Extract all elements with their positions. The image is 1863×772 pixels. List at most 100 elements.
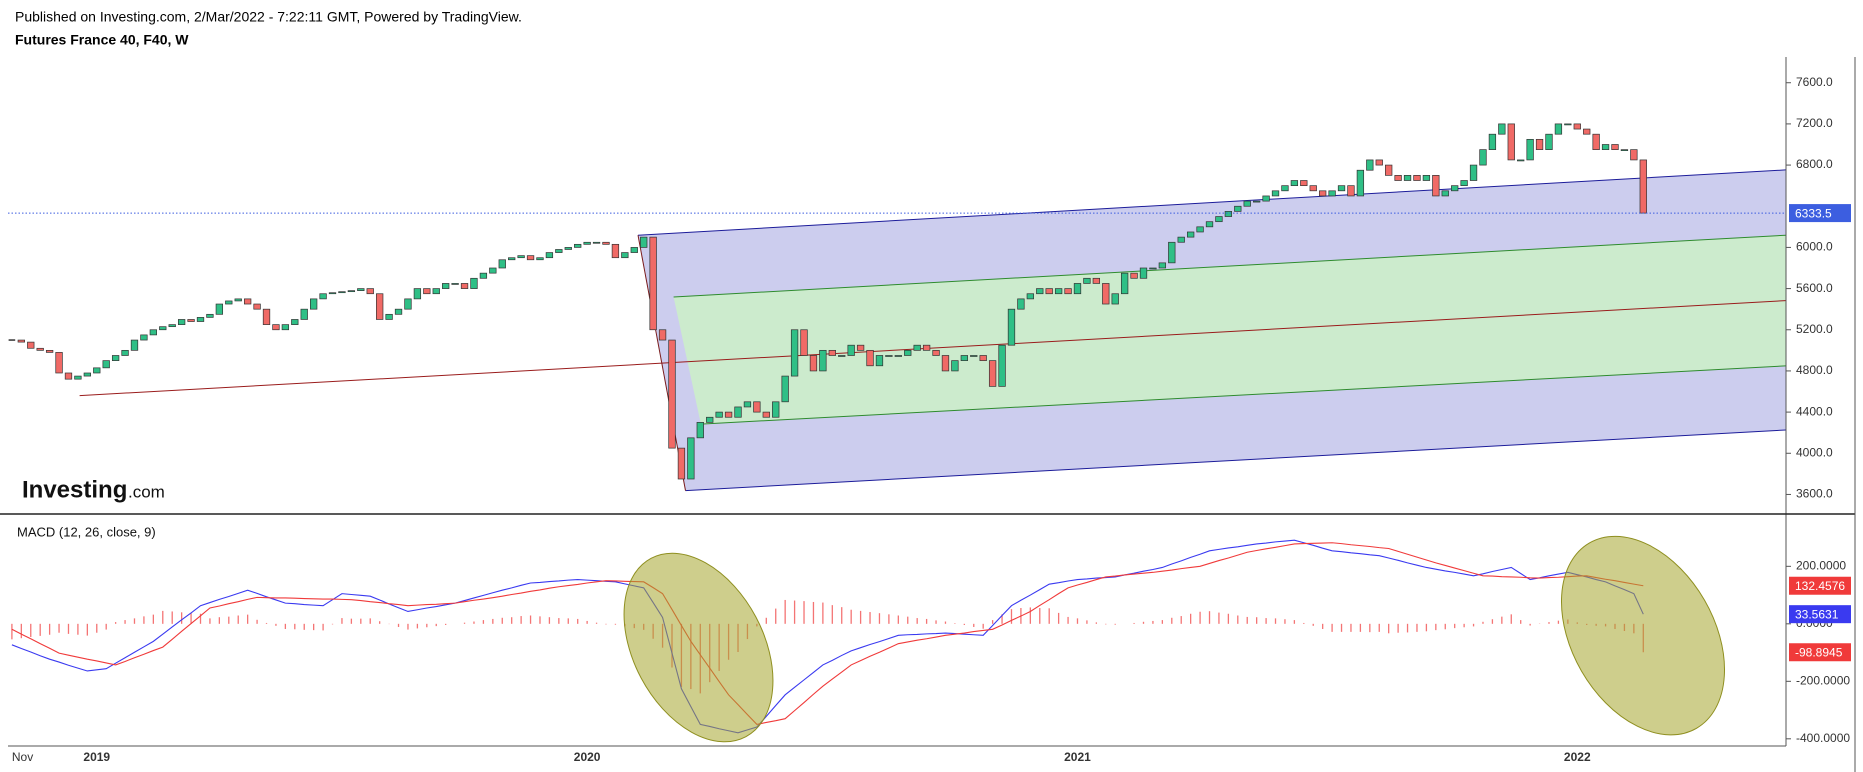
candle (319, 293, 327, 300)
candle (1158, 262, 1167, 269)
pitchfork-lower-line (685, 429, 1786, 492)
candle (149, 329, 158, 336)
candle (1460, 180, 1468, 187)
candle (1347, 185, 1355, 197)
candle (1017, 298, 1025, 310)
candle (1205, 221, 1214, 228)
candle (1592, 133, 1600, 150)
candle (394, 308, 403, 315)
candle (1243, 200, 1251, 207)
candle (187, 319, 195, 322)
highlight-ellipse (1560, 535, 1726, 736)
candle (1545, 133, 1553, 150)
candle (1262, 195, 1270, 202)
candle (338, 291, 346, 294)
candle (1007, 308, 1016, 346)
candle (1403, 175, 1412, 181)
candle (1319, 190, 1327, 197)
y-tick-label: 5200.0 (1796, 322, 1833, 336)
y-tick-label: 4000.0 (1796, 445, 1833, 459)
candle (1479, 149, 1487, 166)
candle (753, 401, 761, 413)
candle (404, 298, 412, 310)
candle (1271, 190, 1280, 197)
candle (196, 317, 205, 322)
candle (470, 277, 478, 289)
candle (819, 349, 827, 372)
candle (130, 339, 139, 351)
histogram-value-label: -98.8945 (1795, 645, 1843, 659)
candle (215, 303, 224, 315)
candle (121, 349, 129, 356)
candle (1526, 138, 1534, 161)
candle (809, 355, 818, 372)
candle (1554, 123, 1563, 135)
candle (715, 411, 723, 418)
x-tick-label: Nov (12, 750, 33, 764)
candle (781, 375, 789, 403)
candle (74, 375, 82, 380)
candle (838, 355, 846, 357)
candle (913, 344, 921, 351)
candle (1337, 185, 1346, 192)
y-tick-label: -200.0000 (1796, 673, 1850, 687)
candle (687, 437, 695, 480)
candle (36, 347, 44, 351)
candle (1432, 175, 1440, 197)
candle (413, 288, 422, 300)
pitchfork-inner-lower (700, 365, 1786, 425)
candle (706, 416, 714, 423)
last-price-label-box (1789, 204, 1851, 223)
candle (479, 272, 488, 279)
candle (790, 329, 799, 377)
candle (168, 324, 176, 328)
candle (1054, 288, 1063, 295)
candle (517, 255, 525, 259)
candle (225, 300, 233, 305)
candle (640, 236, 648, 248)
candle (762, 411, 770, 418)
candle (856, 344, 865, 351)
candle (1422, 175, 1431, 181)
y-tick-label: 7600.0 (1796, 75, 1833, 89)
candle (291, 319, 299, 325)
candle (385, 313, 393, 320)
candle (1102, 283, 1110, 305)
candle (1224, 211, 1233, 217)
candle (988, 360, 997, 387)
candle (253, 303, 261, 310)
candle (102, 360, 110, 369)
x-tick-label: 2022 (1564, 750, 1591, 764)
candle (177, 319, 186, 325)
candle (1498, 123, 1506, 135)
candle (894, 355, 902, 357)
candle (1309, 185, 1317, 192)
pitchfork (79, 169, 1786, 492)
candle (1573, 123, 1581, 130)
candle (1177, 236, 1185, 243)
candle (300, 308, 308, 320)
candle (1234, 205, 1242, 212)
candle (1366, 159, 1374, 171)
candle (1441, 190, 1449, 197)
candle (1073, 283, 1082, 295)
candle (1120, 272, 1129, 295)
candle (847, 344, 855, 356)
candle (508, 257, 516, 261)
candle (366, 288, 374, 295)
candle (583, 241, 591, 245)
candle (1196, 226, 1204, 233)
candle (272, 324, 280, 331)
watermark-suffix: .com (128, 482, 165, 501)
candle (432, 288, 440, 295)
watermark-main: Investing (22, 476, 127, 503)
x-tick-label: 2019 (83, 750, 110, 764)
x-tick-label: 2021 (1064, 750, 1091, 764)
candle (111, 355, 120, 361)
candle (677, 447, 686, 480)
candle (1036, 288, 1044, 295)
candle (875, 355, 884, 367)
candle (1630, 149, 1638, 161)
candle (451, 283, 459, 285)
